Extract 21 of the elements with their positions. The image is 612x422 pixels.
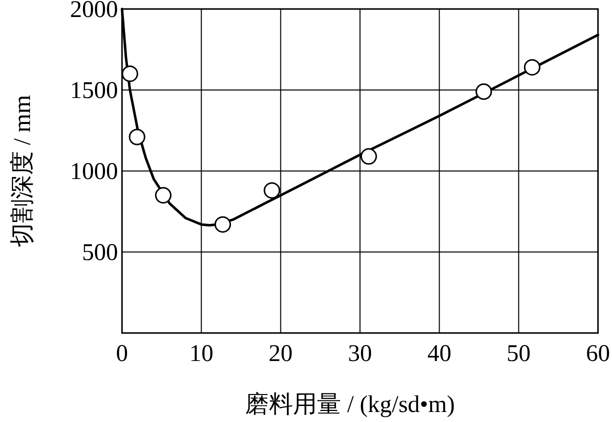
x-tick-label: 60	[586, 341, 610, 367]
x-tick-label: 20	[268, 341, 293, 367]
x-tick-label: 30	[348, 341, 372, 367]
y-tick-label: 500	[82, 240, 118, 266]
y-tick-label: 1500	[70, 78, 118, 104]
x-tick-label: 50	[506, 341, 531, 367]
x-tick-label: 10	[189, 341, 214, 367]
point	[264, 182, 280, 199]
x-axis-title: 磨料用量 / (kg/sd•m)	[245, 391, 455, 418]
point	[476, 83, 492, 100]
y-tick-label: 1000	[70, 159, 118, 185]
point	[122, 66, 138, 82]
point	[360, 148, 377, 165]
y-tick-label: 2000	[70, 0, 118, 23]
x-tick-label: 0	[116, 341, 128, 367]
x-tick-label: 40	[427, 341, 452, 367]
point	[155, 187, 172, 204]
point	[128, 128, 146, 146]
point	[524, 59, 540, 76]
y-axis-title: 切割深度 / mm	[9, 94, 36, 248]
point	[214, 216, 232, 233]
